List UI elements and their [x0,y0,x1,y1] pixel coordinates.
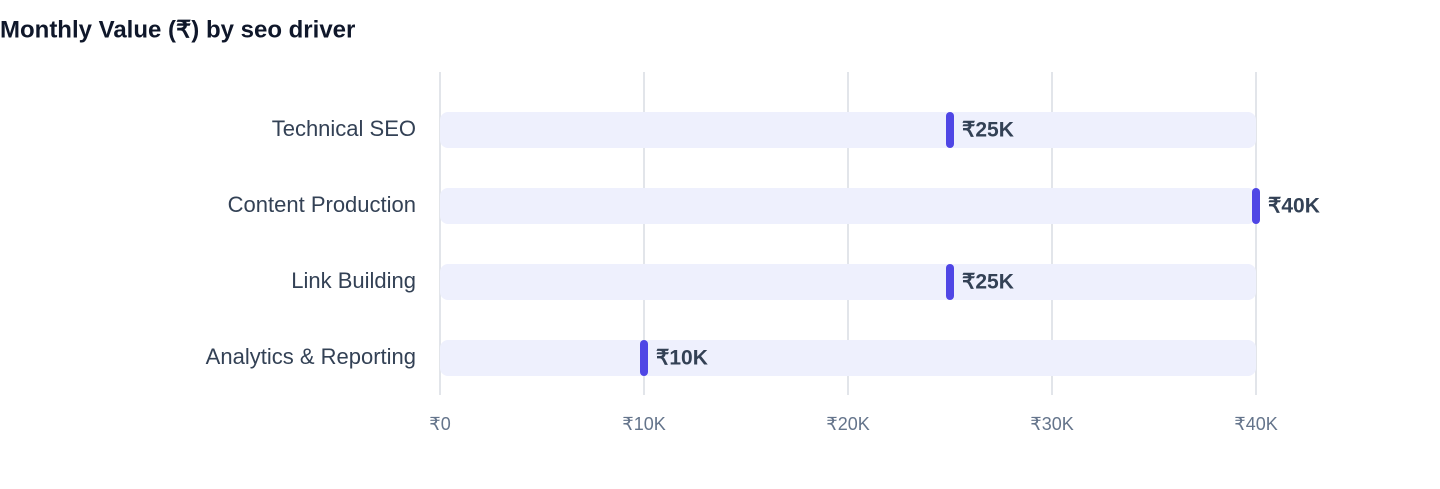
bar-marker [946,264,954,300]
x-tick-label: ₹0 [429,414,450,434]
track [440,112,1256,148]
value-label: ₹10K [656,347,708,370]
x-tick-label: ₹30K [1030,414,1073,434]
bar-marker [946,112,954,148]
track [440,340,1256,376]
y-tick-label: Content Production [228,192,416,217]
track [440,264,1256,300]
value-label: ₹25K [962,271,1014,294]
y-tick-label: Technical SEO [272,116,416,141]
x-tick-label: ₹20K [826,414,869,434]
x-tick-label: ₹40K [1234,414,1277,434]
bar-marker [1252,188,1260,224]
y-tick-label: Link Building [291,268,416,293]
chart-title: Monthly Value (₹) by seo driver [0,16,355,43]
value-label: ₹25K [962,119,1014,142]
x-tick-label: ₹10K [622,414,665,434]
bar-marker [640,340,648,376]
y-tick-label: Analytics & Reporting [206,344,416,369]
value-label: ₹40K [1268,195,1320,218]
track [440,188,1256,224]
